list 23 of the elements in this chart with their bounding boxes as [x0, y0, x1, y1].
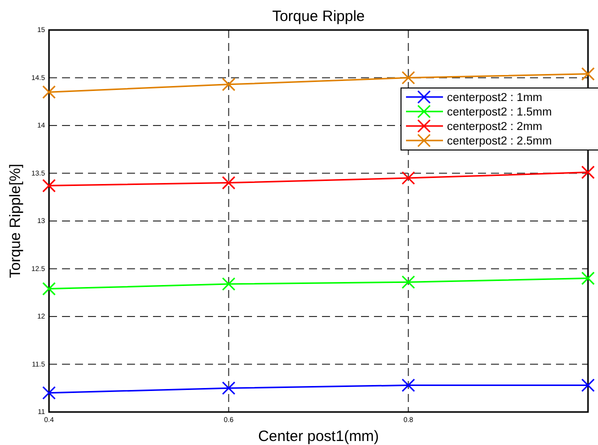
- point: [222, 277, 236, 291]
- legend-label: centerpost2 : 2.5mm: [447, 136, 552, 148]
- x-axis-title: Center post1(mm): [258, 428, 379, 445]
- point: [402, 378, 416, 392]
- point: [42, 282, 56, 296]
- legend-label: centerpost2 : 2mm: [447, 121, 542, 133]
- point: [42, 178, 56, 192]
- point: [581, 67, 595, 81]
- point: [222, 176, 236, 190]
- point: [222, 78, 236, 92]
- point: [581, 378, 595, 392]
- point: [42, 85, 56, 99]
- legend-label: centerpost2 : 1mm: [447, 92, 542, 104]
- point: [581, 166, 595, 180]
- chart-title: Torque Ripple: [272, 8, 365, 25]
- point: [581, 272, 595, 286]
- point: [222, 381, 236, 395]
- point: [402, 71, 416, 84]
- point: [42, 386, 56, 400]
- y-axis-title: Torque Ripple[%]: [7, 164, 24, 278]
- point: [402, 275, 416, 289]
- point: [402, 171, 416, 185]
- legend-label: centerpost2 : 1.5mm: [447, 106, 552, 118]
